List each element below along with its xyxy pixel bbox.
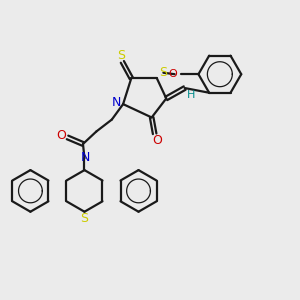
Text: N: N xyxy=(112,96,121,109)
Text: O: O xyxy=(56,128,66,142)
Text: S: S xyxy=(159,66,167,80)
Text: H: H xyxy=(187,90,195,100)
Text: O: O xyxy=(169,69,177,79)
Text: S: S xyxy=(80,212,88,225)
Text: S: S xyxy=(117,49,125,62)
Text: O: O xyxy=(153,134,163,147)
Text: N: N xyxy=(81,151,90,164)
